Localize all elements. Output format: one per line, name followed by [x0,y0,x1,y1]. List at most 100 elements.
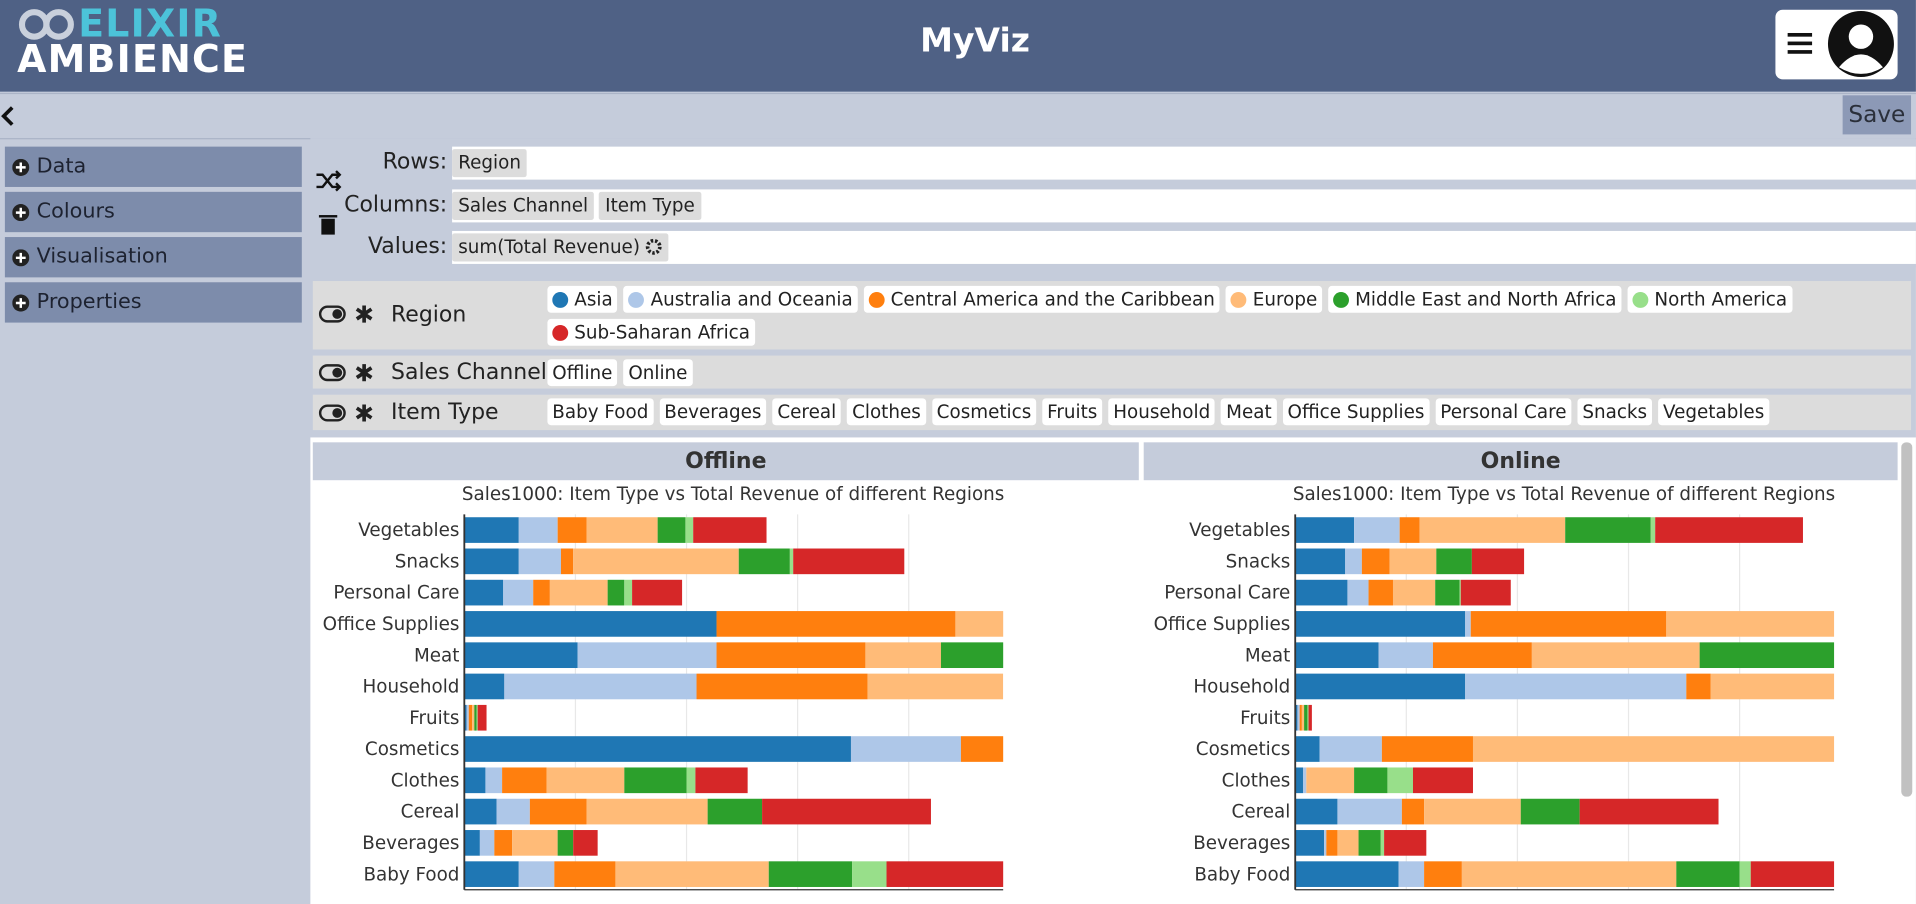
filter-chip[interactable]: Personal Care [1435,398,1572,426]
filter-icons [318,404,373,422]
y-tick-label: Meat [1245,645,1290,666]
filter-chip-label: Cosmetics [936,400,1032,423]
filter-chip[interactable]: Europe [1225,285,1323,313]
filter-chip[interactable]: Middle East and North Africa [1328,285,1622,313]
filter-chip[interactable]: Sub-Saharan Africa [547,318,755,346]
bar-segment [1324,830,1327,856]
bar-segment [1326,830,1338,856]
rows-field[interactable]: Region [452,146,1916,180]
bar-segment [533,579,550,606]
bar-segment [624,767,687,794]
logo-text: ELIXIR [78,2,223,47]
legend-dot [1230,291,1247,308]
bars [464,517,1004,887]
filter-chip[interactable]: Online [623,359,693,387]
bar-segment [850,736,961,762]
bar-segment [960,736,1004,762]
filter-chip[interactable]: Office Supplies [1282,398,1430,426]
filter-chip[interactable]: Cosmetics [931,398,1037,426]
bar-segment [1345,548,1362,575]
chip-label: sum(Total Revenue) [458,235,640,258]
bar-segment [1361,548,1390,575]
bar-segment [464,704,467,731]
bar-segment [695,767,748,794]
sidebar-item[interactable]: Data [4,146,302,187]
bar-segment [1459,579,1461,606]
plus-icon [12,294,30,312]
bar-segment [1401,798,1425,825]
user-menu[interactable] [1775,9,1898,80]
plus-icon [12,204,30,222]
bar-segment [1710,673,1835,700]
bar-segment [1295,767,1303,794]
bar-segment [1368,579,1393,606]
bar-segment [624,579,633,606]
bar-segment [1295,704,1298,731]
shelf-chip[interactable]: Item Type [599,191,701,220]
filter-chip-label: Europe [1252,288,1318,311]
bar-segment [586,798,708,825]
sidebar-item[interactable]: Visualisation [4,237,302,278]
shelf-chip[interactable]: sum(Total Revenue) [452,233,669,262]
filter-chip[interactable]: Beverages [659,398,767,426]
bar-segment [867,673,1004,700]
chip-label: Region [458,151,521,174]
panel-header: Online [1143,442,1898,481]
sidebar-item[interactable]: Colours [4,191,302,233]
back-button[interactable] [0,104,17,128]
bar-segment [1699,642,1835,669]
bar-segment [1419,517,1566,543]
bar-segment [1739,861,1751,887]
bar-segment [464,798,497,825]
chart-area [310,437,1916,904]
filter-chip[interactable]: Clothes [847,398,926,426]
y-tick-label: Office Supplies [1154,614,1291,635]
bar-segment [1412,767,1473,794]
bar-segment [685,517,694,543]
shelf-chip[interactable]: Region [452,149,528,178]
filter-chip[interactable]: Asia [547,285,618,313]
bar-segment [1301,704,1305,731]
legend-dot [552,291,569,308]
filter-chip[interactable]: North America [1627,285,1793,313]
legend-dot [868,291,885,308]
values-field[interactable]: sum(Total Revenue) [452,230,1916,264]
y-tick-label: Cosmetics [1196,739,1291,760]
filter-chip[interactable]: Meat [1221,398,1277,426]
logo-text: AMBIENCE [17,37,249,82]
filter-chip[interactable]: Fruits [1042,398,1103,426]
bar-segment [1424,861,1462,887]
shelf-chip[interactable]: Sales Channel [452,191,595,220]
bar-segment [1295,611,1466,637]
filter-chip[interactable]: Vegetables [1658,398,1770,426]
filter-chip-label: North America [1654,288,1788,311]
filter-chip[interactable]: Australia and Oceania [623,285,858,313]
bar-segment [518,548,561,575]
bar-segment [1565,517,1651,543]
bar-segment [1389,548,1437,575]
save-button[interactable]: Save [1842,95,1912,135]
y-tick-label: Cereal [1232,802,1291,823]
scrollbar[interactable] [1901,442,1913,797]
bar-segment [1435,579,1460,606]
filter-chip[interactable]: Baby Food [547,398,654,426]
filter-chip[interactable]: Offline [547,359,618,387]
filter-chip[interactable]: Central America and the Caribbean [863,285,1220,313]
bar-segment [1520,798,1580,825]
bar-segment [464,548,519,575]
bar-segment [573,830,598,856]
bar-segment [1306,767,1355,794]
filter-chip[interactable]: Cereal [772,398,842,426]
bar-segment [1378,642,1433,669]
filter-chip[interactable]: Household [1108,398,1216,426]
filter-chip[interactable]: Snacks [1577,398,1652,426]
sidebar-item[interactable]: Properties [4,282,302,323]
filter-row: Region Asia Australia and Oceania Central A… [312,281,1912,350]
toggle-knob [332,408,343,418]
panel-header: Offline [312,442,1139,481]
bar-segment [1470,611,1667,637]
bar-segment [1347,579,1369,606]
columns-field[interactable]: Sales Channel Item Type [452,189,1916,223]
bar-segment [793,548,905,575]
